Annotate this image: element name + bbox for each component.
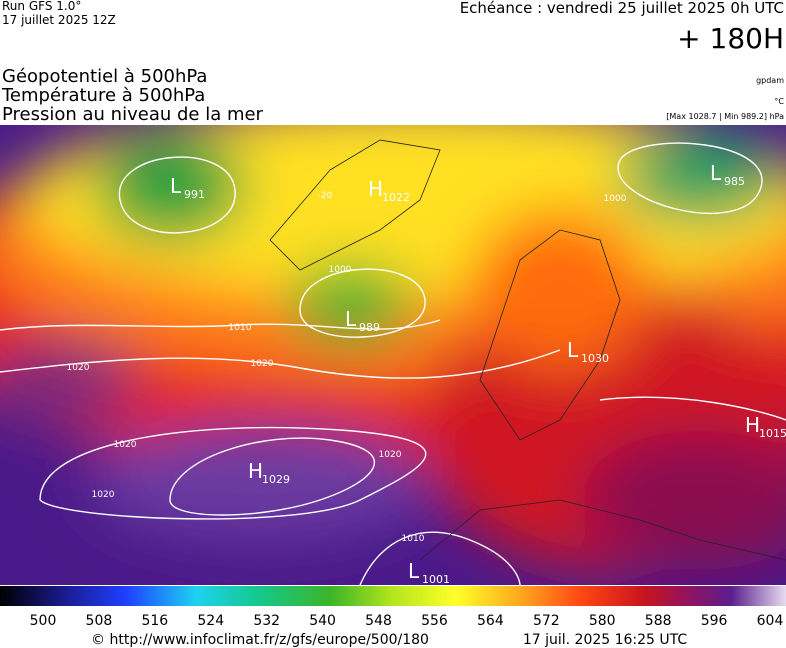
colorbar-label: 596 (701, 613, 728, 629)
unit: [Max 1028.7 | Min 989.2] hPa (666, 112, 784, 121)
field: Température à 500hPa (1, 85, 205, 106)
colorbar-label: 500 (30, 613, 57, 629)
isobar-label: 1000 (329, 265, 352, 275)
coastline (419, 499, 786, 561)
isobar-label: -20 (318, 191, 333, 201)
isobar-label: 1010 (402, 534, 425, 544)
colorbar-label: 564 (477, 613, 504, 629)
unit: °C (774, 97, 784, 106)
isobar (599, 396, 786, 421)
system-type: L (710, 161, 722, 185)
generated: 17 juil. 2025 16:25 UTC (523, 632, 688, 648)
isobar-label: 1020 (114, 440, 137, 450)
run-date: 17 juillet 2025 12Z (2, 13, 116, 27)
colorbar-label: 556 (421, 613, 448, 629)
colorbar-label: 524 (197, 613, 224, 629)
unit: gpdam (756, 76, 784, 85)
isobar-label: 1010 (229, 323, 252, 333)
colorbar-label: 532 (253, 613, 280, 629)
field: Géopotentiel à 500hPa (2, 66, 207, 87)
isobar (359, 531, 521, 585)
system-type: L (345, 307, 357, 331)
system-pressure: 1001 (422, 573, 450, 586)
isobar (0, 319, 441, 331)
isobar (169, 437, 376, 516)
colorbar (0, 586, 786, 606)
colorbar-label: 588 (645, 613, 672, 629)
colorbar-label: 516 (141, 613, 168, 629)
map (0, 125, 786, 585)
isobar-label: 1020 (251, 359, 274, 369)
system-pressure: 1029 (262, 473, 290, 486)
isobar-label: 1020 (379, 450, 402, 460)
system-pressure: 989 (359, 321, 380, 334)
system-pressure: 1015 (759, 427, 786, 440)
field: Pression au niveau de la mer (2, 104, 264, 125)
source: © http://www.infoclimat.fr/z/gfs/europe/… (91, 632, 429, 648)
colorbar-label: 540 (309, 613, 336, 629)
isobar-label: 1000 (604, 194, 627, 204)
colorbar-label: 572 (533, 613, 560, 629)
isobar (118, 156, 236, 234)
isobar (617, 142, 763, 214)
colorbar-label: 548 (365, 613, 392, 629)
system-type: L (408, 559, 420, 583)
isobar-label: 1020 (92, 490, 115, 500)
coastline (479, 229, 621, 441)
valid-time: Echéance : vendredi 25 juillet 2025 0h U… (460, 0, 784, 17)
system-type: L (567, 338, 579, 362)
system-type: H (368, 177, 383, 201)
system-type: L (170, 174, 182, 198)
coastline (269, 139, 441, 271)
system-type: H (248, 459, 263, 483)
run: Run GFS 1.0° (2, 0, 81, 13)
isobar (39, 426, 427, 520)
lead-time: + 180H (677, 22, 784, 55)
colorbar-label: 604 (757, 613, 784, 629)
isobar (0, 349, 561, 379)
colorbar-label: 508 (86, 613, 113, 629)
system-pressure: 1022 (382, 191, 410, 204)
isobar-label: 1020 (67, 363, 90, 373)
system-pressure: 1030 (581, 352, 609, 365)
system-type: H (745, 413, 760, 437)
system-pressure: 991 (184, 188, 205, 201)
isobar (299, 268, 426, 338)
colorbar-label: 580 (589, 613, 616, 629)
system-pressure: 985 (724, 175, 745, 188)
